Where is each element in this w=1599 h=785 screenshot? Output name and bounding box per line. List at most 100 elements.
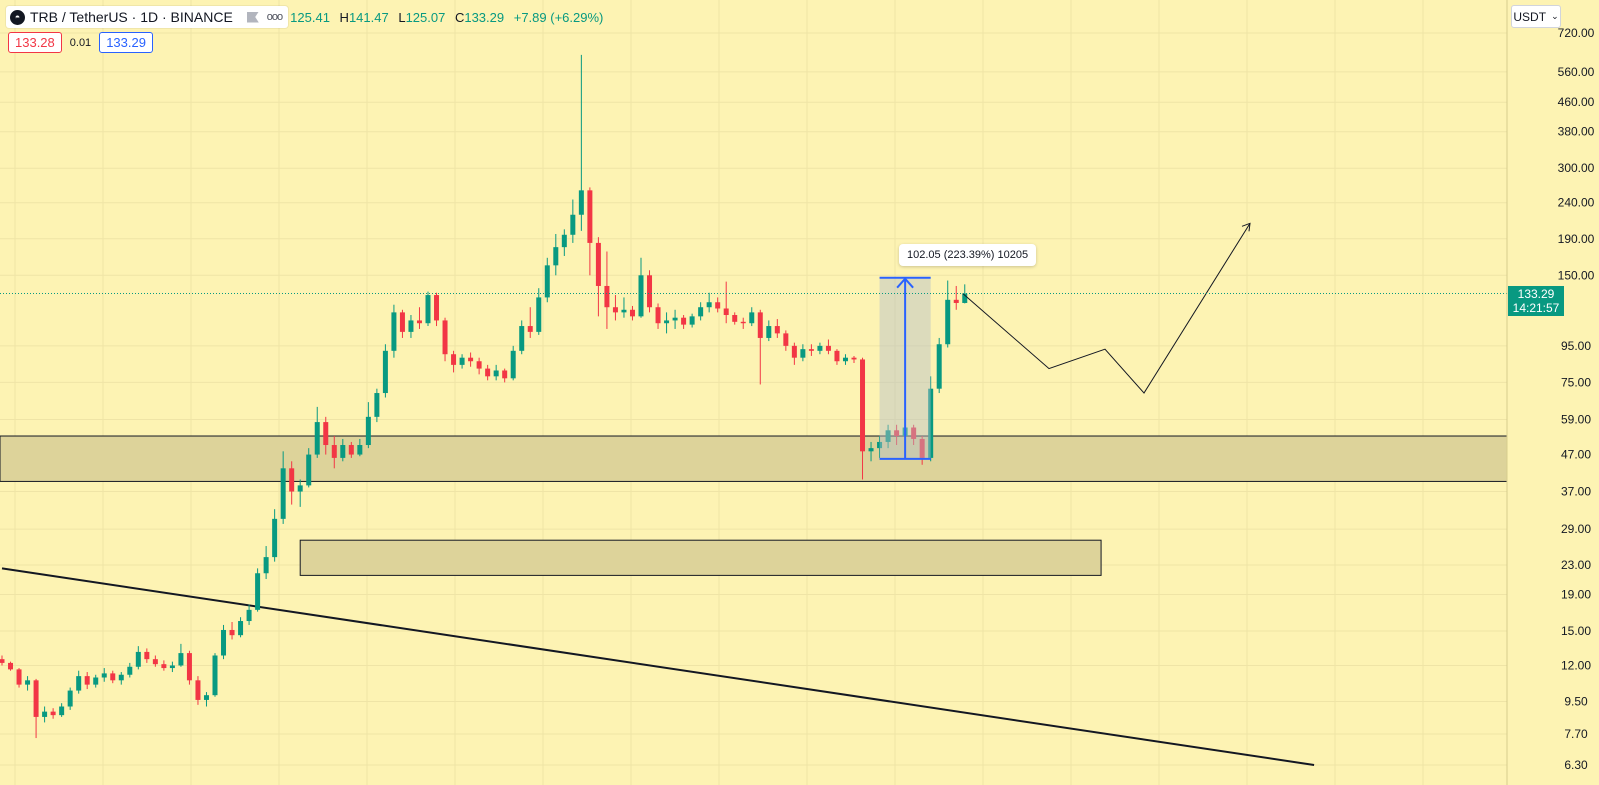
chart-grid <box>0 0 1507 785</box>
candle-body <box>681 317 687 325</box>
candle-body <box>570 214 576 235</box>
price-tick-label: 95.00 <box>1561 339 1591 353</box>
candle-body <box>289 468 295 492</box>
price-tick-label: 460.00 <box>1558 95 1595 109</box>
candle-body <box>911 427 917 439</box>
candle-body <box>238 621 244 636</box>
bar-countdown: 14:21:57 <box>1512 301 1560 315</box>
price-tick-label: 37.00 <box>1561 485 1591 499</box>
candle-body <box>800 349 806 358</box>
candle-body <box>33 680 39 717</box>
support-zone-lower <box>299 539 1102 576</box>
price-axis-bg <box>1507 0 1599 785</box>
ohlc-close-key: C <box>454 9 465 25</box>
candle-body <box>647 275 653 308</box>
candle-body <box>306 454 312 486</box>
candle-body <box>382 350 388 394</box>
candle-body <box>101 673 107 678</box>
candle-body <box>664 320 670 324</box>
price-tick-label: 23.00 <box>1561 558 1591 572</box>
candle-body <box>314 422 320 455</box>
candle-body <box>221 629 227 656</box>
ohlc-high-key: H <box>339 9 349 25</box>
price-tick-label: 300.00 <box>1558 161 1595 175</box>
candle-body <box>50 711 56 716</box>
candle-body <box>374 393 380 417</box>
candle-body <box>766 326 772 338</box>
candle-body <box>485 368 491 377</box>
candle-body <box>604 285 610 308</box>
price-tick-label: 240.00 <box>1558 196 1595 210</box>
candle-body <box>962 293 968 303</box>
candle-body <box>536 297 542 332</box>
candle-body <box>212 655 218 696</box>
price-tick-label: 75.00 <box>1561 375 1591 389</box>
candle-body <box>655 307 661 324</box>
price-tick-label: 7.70 <box>1564 727 1588 741</box>
sell-price-button[interactable]: 133.28 <box>8 32 62 53</box>
candle-body <box>169 665 175 669</box>
candle-body <box>161 664 167 669</box>
candle-body <box>877 441 883 449</box>
candle-body <box>527 326 533 332</box>
candle-body <box>195 680 201 700</box>
candle-body <box>928 388 934 458</box>
candle-body <box>953 299 959 303</box>
candle-body <box>357 445 363 455</box>
measure-arrow-head <box>896 277 914 289</box>
ohlc-values: 125.41 H141.47 L125.07 C133.29 +7.89 (+6… <box>290 10 609 25</box>
support-zones <box>0 435 1508 576</box>
more-icon[interactable]: ooo <box>266 11 283 23</box>
last-price-value: 133.29 <box>1517 287 1555 301</box>
price-tick-label: 380.00 <box>1558 125 1595 139</box>
candle-body <box>919 438 925 458</box>
candle-body <box>774 326 780 334</box>
candle-body <box>740 321 746 324</box>
projection-path <box>962 222 1251 394</box>
candle-body <box>476 361 482 369</box>
candle-body <box>340 445 346 458</box>
ohlc-open: 125.41 <box>290 9 330 25</box>
flag-icon[interactable] <box>246 11 259 23</box>
candles <box>0 54 968 739</box>
symbol-title[interactable]: TRB / TetherUS · 1D · BINANCE <box>30 9 233 25</box>
candle-body <box>391 312 397 351</box>
projection-line <box>962 223 1251 394</box>
currency-selector[interactable]: USDT ⌄ <box>1511 5 1561 28</box>
candle-body <box>451 354 457 365</box>
candle-body <box>544 265 550 298</box>
ohlc-change: +7.89 (+6.29%) <box>513 9 604 25</box>
candle-body <box>885 430 891 442</box>
symbol-box[interactable]: ◓ TRB / TetherUS · 1D · BINANCE ooo <box>6 6 289 28</box>
candle-body <box>84 676 90 685</box>
candle-body <box>459 357 465 365</box>
price-tick-label: 720.00 <box>1558 26 1595 40</box>
candle-body <box>144 651 150 660</box>
candle-body <box>229 629 235 636</box>
candle-body <box>723 308 729 316</box>
candle-body <box>16 669 22 685</box>
ohlc-low-key: L <box>398 9 406 25</box>
buy-price-button[interactable]: 133.29 <box>99 32 153 53</box>
candle-body <box>331 445 337 458</box>
candle-body <box>323 422 329 446</box>
candle-body <box>851 357 857 360</box>
measure-tooltip: 102.05 (223.39%) 10205 <box>899 244 1037 266</box>
candle-body <box>894 430 900 437</box>
candle-body <box>67 690 73 707</box>
price-tick-label: 47.00 <box>1561 448 1591 462</box>
trb-logo-icon: ◓ <box>10 9 25 25</box>
candle-body <box>399 312 405 332</box>
price-tick-label: 190.00 <box>1558 232 1595 246</box>
candle-body <box>945 299 951 345</box>
candle-body <box>519 326 525 351</box>
candle-body <box>578 190 584 215</box>
candle-body <box>203 695 209 700</box>
candle-body <box>0 659 5 663</box>
ohlc-close: 133.29 <box>464 9 505 25</box>
price-tick-label: 6.30 <box>1564 758 1588 772</box>
candle-body <box>595 242 601 286</box>
candle-body <box>808 349 814 351</box>
candle-body <box>706 302 712 308</box>
